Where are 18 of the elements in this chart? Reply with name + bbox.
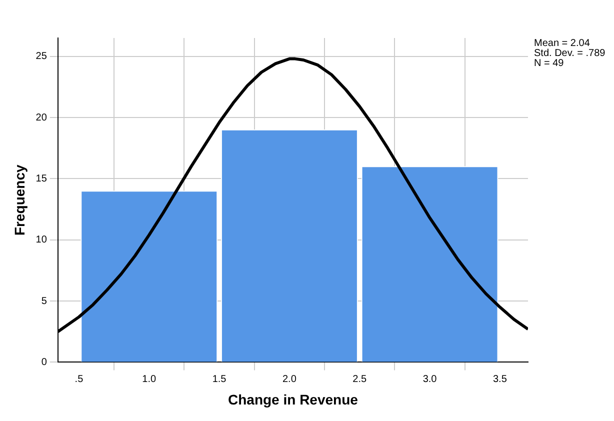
text: Mean = 2.04: [534, 38, 590, 49]
x-tick-label: 2.0: [282, 374, 297, 385]
y-tick-label: 10: [36, 234, 48, 246]
text: Std. Dev. = .789: [534, 48, 606, 59]
text: N = 49: [534, 58, 564, 69]
x-tick-label: 1.0: [142, 374, 157, 385]
y-tick-label: 5: [41, 296, 48, 307]
y-tick-label: 20: [36, 112, 48, 124]
x-tick-label: 3.0: [422, 374, 438, 385]
x-tick-label: 1.5: [212, 374, 227, 385]
x-axis-title: Change in Revenue: [228, 391, 358, 408]
y-tick-label: 15: [36, 173, 48, 184]
y-axis-title: Frequency: [11, 164, 28, 236]
x-tick-label: 3.5: [492, 374, 508, 385]
y-tick-label: 0: [41, 356, 48, 368]
x-tick-label: .5: [74, 374, 84, 385]
x-tick-label: 2.5: [352, 374, 367, 385]
y-tick-label: 25: [36, 51, 48, 62]
